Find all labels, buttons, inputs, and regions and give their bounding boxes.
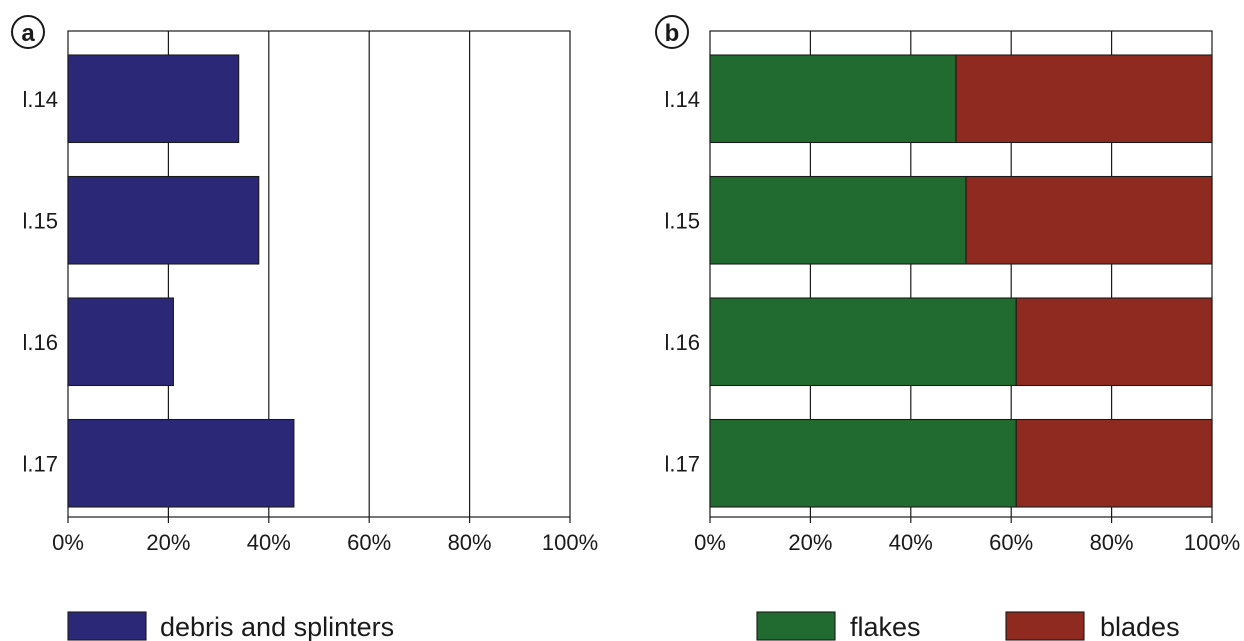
x-tick-label: 40% [889, 530, 933, 555]
x-tick-label: 80% [1090, 530, 1134, 555]
bar-debris-and-splinters-l15 [67, 175, 260, 265]
bar-debris-and-splinters-l17 [67, 418, 295, 508]
x-tick-label: 0% [694, 530, 726, 555]
legend-label: flakes [850, 612, 921, 641]
bar-flakes-l15 [709, 175, 967, 265]
x-tick-label: 20% [146, 530, 190, 555]
legend-swatch [756, 611, 836, 641]
panel-letter: b [665, 20, 680, 47]
chart-panel-a: 0% 20% 40% 60% 80% 100% l.14 l.15 l.16 l.17 a debri… [11, 15, 598, 641]
y-tick-label: l.15 [665, 208, 700, 233]
bar-blades-l16 [1015, 297, 1213, 387]
bar-blades-l15 [965, 175, 1213, 265]
x-tick-label: 0% [52, 530, 84, 555]
bar-blades-l17 [1015, 418, 1213, 508]
y-tick-label: l.17 [23, 451, 58, 476]
chart-panel-b: 0% 20% 40% 60% 80% 100% l.14 l.15 l.16 l.17 b flake… [655, 15, 1240, 641]
x-tick-label: 100% [1184, 530, 1240, 555]
panel-letter-circle [11, 15, 45, 49]
x-tick-label: 40% [247, 530, 291, 555]
legend-label: blades [1100, 612, 1180, 641]
y-tick-label: l.14 [665, 87, 700, 112]
bar-flakes-l16 [709, 297, 1017, 387]
x-tick-label: 60% [989, 530, 1033, 555]
legend-swatch [67, 611, 147, 641]
x-tick-label: 20% [788, 530, 832, 555]
legend-label: debris and splinters [160, 612, 394, 641]
x-tick-label: 100% [542, 530, 598, 555]
bar-flakes-l14 [709, 54, 957, 144]
bar-debris-and-splinters-l16 [67, 297, 174, 387]
y-tick-label: l.14 [23, 87, 58, 112]
y-tick-label: l.16 [23, 330, 58, 355]
bar-debris-and-splinters-l14 [67, 54, 240, 144]
y-tick-label: l.15 [23, 208, 58, 233]
y-tick-label: l.16 [665, 330, 700, 355]
panel-letter: a [21, 20, 35, 47]
x-tick-label: 60% [347, 530, 391, 555]
legend-swatch [1005, 611, 1085, 641]
y-tick-label: l.17 [665, 451, 700, 476]
bar-flakes-l17 [709, 418, 1017, 508]
panel-letter-circle [655, 15, 689, 49]
bar-blades-l14 [955, 54, 1213, 144]
x-tick-label: 80% [448, 530, 492, 555]
